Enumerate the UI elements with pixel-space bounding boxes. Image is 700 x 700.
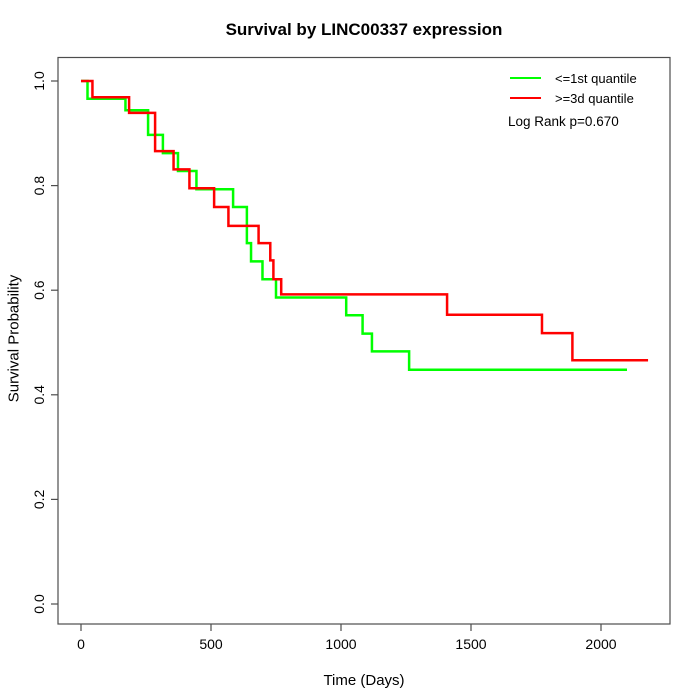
y-tick-label: 0.6 bbox=[31, 280, 47, 300]
x-axis-label: Time (Days) bbox=[323, 672, 405, 689]
y-axis-label: Survival Probability bbox=[5, 274, 23, 403]
x-tick-label: 0 bbox=[77, 636, 85, 652]
km-curve-high-quantile bbox=[81, 79, 649, 362]
y-tick-label: 0.4 bbox=[31, 385, 47, 405]
x-tick-label: 2000 bbox=[585, 636, 616, 652]
legend-item-low-quantile: <=1st quantile bbox=[510, 68, 637, 88]
y-tick-label: 0.2 bbox=[31, 489, 47, 509]
x-tick-label: 1000 bbox=[325, 636, 356, 652]
y-tick-label: 0.0 bbox=[31, 594, 47, 614]
log-rank-annotation: Log Rank p=0.670 bbox=[508, 114, 619, 129]
legend-line-red bbox=[510, 96, 541, 100]
legend-label: >=3d quantile bbox=[555, 90, 634, 106]
y-tick-label: 0.8 bbox=[31, 176, 47, 196]
legend-item-high-quantile: >=3d quantile bbox=[510, 88, 637, 108]
legend-label: <=1st quantile bbox=[555, 70, 637, 86]
legend-line-green bbox=[510, 76, 541, 80]
plot-box bbox=[57, 56, 671, 625]
x-tick-label: 500 bbox=[199, 636, 223, 652]
legend: <=1st quantile >=3d quantile bbox=[510, 68, 637, 108]
chart-title: Survival by LINC00337 expression bbox=[225, 20, 503, 39]
y-tick-label: 1.0 bbox=[31, 71, 47, 91]
x-tick-label: 1500 bbox=[455, 636, 486, 652]
